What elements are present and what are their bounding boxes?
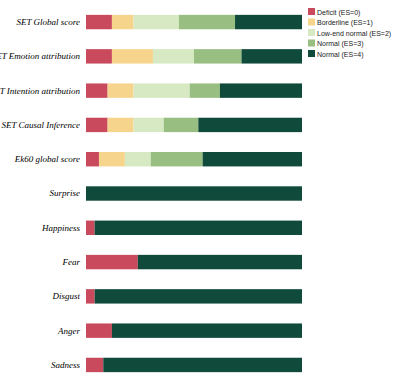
bar-segment: [108, 118, 134, 132]
legend-swatch: [308, 29, 315, 36]
bar-segment: [86, 221, 95, 235]
bar-segment: [138, 255, 302, 269]
category-label: SET Global score: [16, 17, 80, 27]
category-label: Ek60 global score: [14, 154, 80, 164]
bar-segment: [86, 152, 99, 166]
legend-swatch: [308, 50, 315, 57]
bar-segment: [86, 358, 103, 372]
bar-segment: [220, 83, 302, 97]
bar-segment: [134, 15, 179, 29]
legend-label: Low-end normal (ES=2): [317, 30, 391, 38]
bar-segment: [151, 152, 203, 166]
bar-segment: [153, 49, 194, 63]
bar-segment: [86, 255, 138, 269]
axis-line: [86, 9, 87, 379]
bar-segment: [108, 83, 134, 97]
tick: SET Global score: [16, 17, 86, 27]
series: [125, 15, 194, 167]
tick: Ek60 global score: [14, 154, 86, 164]
bar-segment: [134, 83, 190, 97]
bar-segment: [198, 118, 302, 132]
legend-label: Borderline (ES=1): [317, 19, 373, 27]
category-label: Disgust: [51, 291, 80, 301]
tick: SET Causal Inference: [2, 120, 87, 130]
category-label: Anger: [57, 326, 80, 336]
bar-segment: [86, 83, 108, 97]
bar-segment: [112, 15, 134, 29]
bar-segment: [99, 152, 125, 166]
legend-swatch: [308, 19, 315, 26]
category-label: Surprise: [49, 188, 80, 198]
bar-segment: [190, 83, 220, 97]
bar-segment: [242, 49, 302, 63]
legend-swatch: [308, 40, 315, 47]
bar-segment: [112, 49, 153, 63]
legend-item: Low-end normal (ES=2): [308, 29, 391, 38]
bar-segment: [194, 49, 242, 63]
legend-item: Borderline (ES=1): [308, 19, 373, 28]
legend-label: Normal (ES=3): [317, 40, 363, 48]
plot-area: [86, 15, 302, 372]
legend: Deficit (ES=0) Borderline (ES=1) Low-end n…: [308, 8, 391, 59]
bar-segment: [103, 358, 302, 372]
tick: SET Emotion attribution: [0, 51, 86, 61]
category-label: Fear: [62, 257, 81, 267]
tick: Happiness: [41, 223, 86, 233]
legend-label: Normal (ES=4): [317, 51, 363, 59]
category-label: Happiness: [41, 223, 80, 233]
bar-segment: [203, 152, 302, 166]
bar-segment: [86, 118, 108, 132]
bar-segment: [86, 323, 112, 337]
bar-segment: [134, 118, 164, 132]
legend-swatch: [308, 8, 315, 15]
tick: Fear: [62, 257, 87, 267]
category-label: Sadness: [51, 360, 80, 370]
legend-item: Deficit (ES=0): [308, 8, 360, 17]
tick: Anger: [57, 326, 86, 336]
tick: Sadness: [51, 360, 86, 370]
tick: SET Intention attribution: [0, 86, 86, 96]
bar-segment: [125, 152, 151, 166]
legend-item: Normal (ES=3): [308, 40, 363, 49]
bar-segment: [235, 15, 302, 29]
bar-segment: [164, 118, 199, 132]
legend-item: Normal (ES=4): [308, 50, 363, 59]
tick: Disgust: [51, 291, 86, 301]
chart: SET Global score SET Emotion attribution S…: [0, 0, 401, 379]
bar-segment: [86, 186, 302, 200]
category-axis: SET Global score SET Emotion attribution S…: [0, 9, 87, 379]
category-label: SET Emotion attribution: [0, 51, 80, 61]
bar-segment: [179, 15, 235, 29]
tick: Surprise: [49, 188, 86, 198]
bar-segment: [112, 323, 302, 337]
series: [86, 15, 302, 372]
bar-segment: [86, 49, 112, 63]
bar-segment: [86, 289, 95, 303]
bar-segment: [86, 15, 112, 29]
bar-segment: [95, 289, 302, 303]
bar-segment: [95, 221, 302, 235]
category-label: SET Intention attribution: [0, 86, 80, 96]
legend-label: Deficit (ES=0): [317, 9, 360, 17]
category-label: SET Causal Inference: [2, 120, 81, 130]
